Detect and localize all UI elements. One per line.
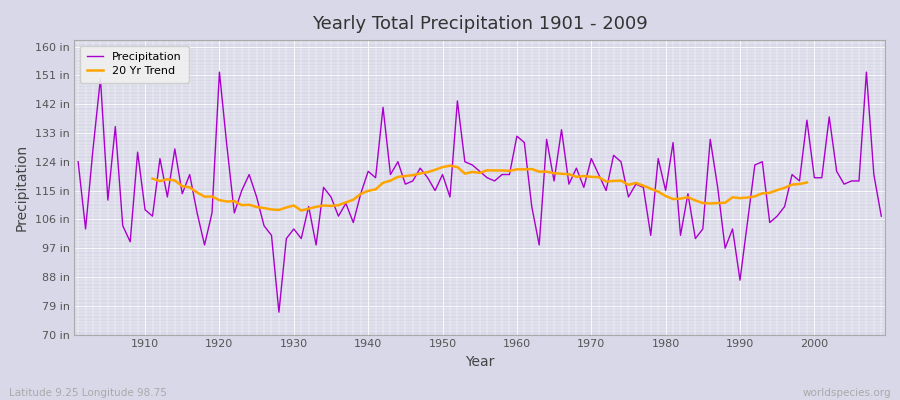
20 Yr Trend (742, 195, 752, 200)
20 Yr Trend (802, 180, 813, 185)
Precipitation (132, 150, 143, 154)
20 Yr Trend (445, 163, 455, 168)
Precipitation (73, 159, 84, 164)
Line: 20 Yr Trend: 20 Yr Trend (152, 166, 807, 210)
Precipitation (526, 204, 537, 209)
20 Yr Trend (497, 168, 508, 173)
20 Yr Trend (281, 205, 292, 210)
Precipitation (876, 214, 886, 218)
Y-axis label: Precipitation: Precipitation (15, 144, 29, 231)
Precipitation (519, 140, 530, 145)
Title: Yearly Total Precipitation 1901 - 2009: Yearly Total Precipitation 1901 - 2009 (311, 15, 648, 33)
Precipitation (214, 70, 225, 74)
Precipitation (274, 310, 284, 314)
20 Yr Trend (229, 199, 239, 204)
Line: Precipitation: Precipitation (78, 72, 881, 312)
Text: worldspecies.org: worldspecies.org (803, 388, 891, 398)
Text: Latitude 9.25 Longitude 98.75: Latitude 9.25 Longitude 98.75 (9, 388, 166, 398)
X-axis label: Year: Year (465, 355, 494, 369)
Precipitation (616, 159, 626, 164)
20 Yr Trend (408, 173, 418, 178)
Precipitation (310, 242, 321, 247)
Precipitation (356, 191, 366, 196)
20 Yr Trend (147, 176, 158, 181)
20 Yr Trend (296, 208, 307, 213)
20 Yr Trend (214, 198, 225, 202)
Legend: Precipitation, 20 Yr Trend: Precipitation, 20 Yr Trend (80, 46, 189, 82)
